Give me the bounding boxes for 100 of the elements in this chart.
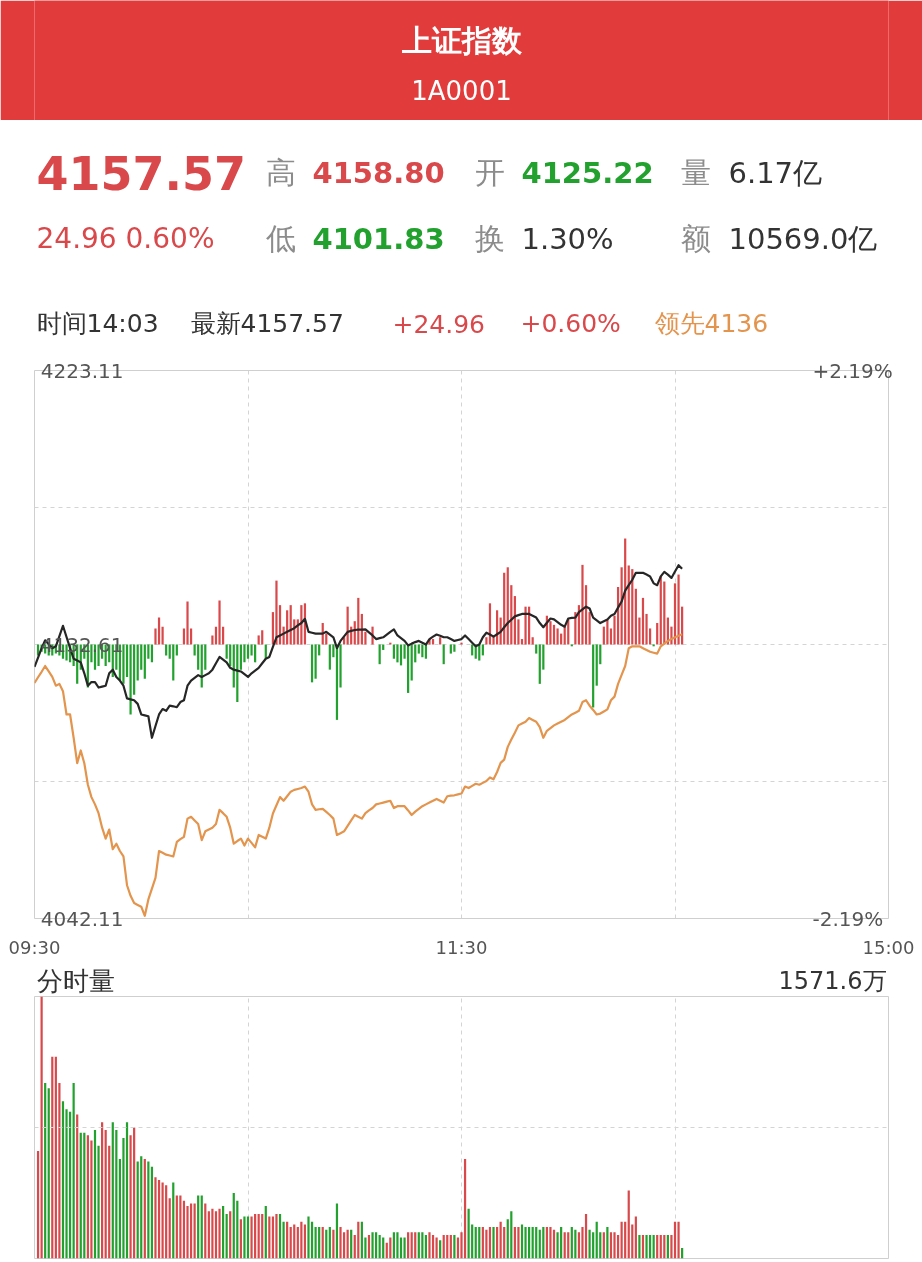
bar [656,623,659,645]
bar [588,1229,591,1259]
bar [634,588,637,645]
bar [638,1234,641,1259]
bar [229,1211,232,1259]
bar [449,644,452,654]
text: 4101.83 [312,222,445,256]
bar [261,630,264,645]
line-series [34,564,684,739]
bar [150,1166,154,1259]
text: 1571.6万 [778,966,887,995]
text: +24.96 [392,309,486,339]
bar [510,1211,513,1259]
bar [186,601,189,645]
bar [136,644,139,681]
text: 10569.0亿 [728,221,878,256]
bar [189,1203,193,1259]
chart-title: 分时量 [36,965,115,996]
bar [677,1221,680,1259]
bar [239,644,242,670]
bar [396,1232,399,1259]
bar [93,1130,97,1259]
bar [371,1232,374,1259]
bar [641,597,645,645]
bar [168,1198,171,1259]
bar [439,637,442,645]
bar [76,1114,79,1259]
bar [560,1227,563,1259]
bar [492,1227,495,1259]
bar [147,1161,150,1259]
bar [129,644,132,715]
bar [161,1182,164,1259]
bar [211,1208,214,1259]
bar [250,1216,253,1259]
bar [111,1122,114,1259]
bar [214,1211,218,1259]
bar [314,1227,317,1259]
bar [122,644,125,684]
bar [207,1211,210,1259]
bar [403,1237,406,1259]
bar [246,644,250,659]
bar [104,1130,107,1259]
text: 24.96 0.60% [36,222,215,255]
bar [410,1232,413,1259]
bar [293,1224,296,1259]
bar [495,1227,499,1259]
bar [243,1216,246,1259]
bar [563,1232,566,1259]
bar [79,1132,82,1259]
text: 4125.22 [521,156,654,190]
bar [606,1227,609,1259]
bar [44,1082,47,1259]
text: 4157.57 [36,146,247,201]
text: 换 [474,221,505,256]
bar [531,637,534,645]
bar [47,1088,50,1259]
x-tick-label: 11:30 [435,936,488,958]
bar [627,1190,630,1259]
bar [410,644,413,681]
bar [556,628,559,645]
bar [535,644,538,654]
bar [289,1227,292,1259]
y2-tick-label: +2.19% [812,358,893,383]
bar [40,996,43,1259]
bar [261,1213,264,1259]
bar [517,1227,520,1259]
bar [474,1227,477,1259]
y2-tick-label: -2.19% [812,906,884,931]
x-tick-label: 09:30 [8,936,61,958]
bar [225,1213,228,1259]
bar [254,1213,257,1259]
bar [595,644,598,686]
bar [143,644,146,679]
bar [165,1185,168,1259]
bar [154,1177,157,1259]
bar [524,606,527,645]
bar [613,1232,616,1259]
bar [538,644,541,684]
bar [339,1227,342,1259]
bar [407,1232,410,1259]
y-tick-label: 4223.11 [40,358,124,383]
bar [417,644,420,654]
bar [275,1213,278,1259]
bar [172,644,175,681]
bar [218,1208,221,1259]
bar [101,1122,104,1259]
x-tick-label: 15:00 [862,936,915,958]
y-tick-label: 4042.11 [40,906,124,931]
text: 时间14:03 [36,309,159,338]
bar [645,1234,648,1259]
bar [125,1122,129,1259]
bar [531,1227,534,1259]
bar [552,624,556,645]
bar [51,1056,54,1259]
bar [396,644,399,663]
bar [239,1219,242,1259]
bar [520,1224,524,1259]
bar [61,1101,65,1259]
bar [513,1227,516,1259]
bar [528,1227,531,1259]
